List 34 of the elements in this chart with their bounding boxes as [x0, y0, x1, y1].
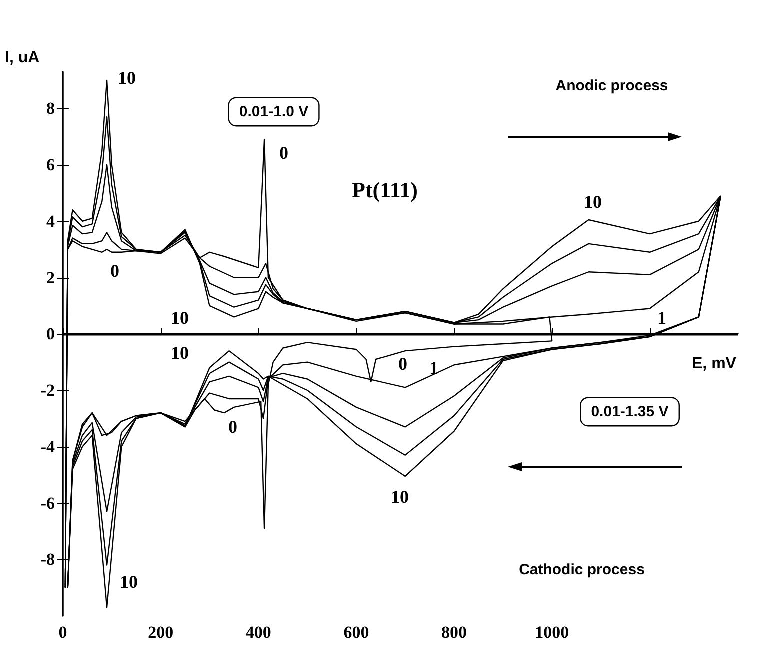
annotation: 1 — [430, 358, 438, 378]
annotation: 0 — [228, 417, 238, 437]
y-tick-label: 4 — [46, 212, 56, 231]
annotation: 10 — [391, 487, 409, 507]
annotation: 10 — [171, 343, 189, 363]
y-tick-label: -8 — [40, 550, 55, 570]
y-tick-label: 6 — [46, 156, 55, 175]
y-tick-label: -4 — [40, 437, 56, 456]
annotation: 0.01-1.35 V — [591, 404, 669, 420]
x-tick-label: 0 — [58, 623, 68, 642]
annotation: Pt(111) — [352, 178, 418, 202]
y-tick-label: 8 — [46, 99, 55, 118]
annotation: 0 — [110, 261, 120, 281]
x-tick-label: 600 — [344, 623, 370, 642]
annotation: 10 — [584, 192, 602, 212]
x-axis-title: E, mV — [692, 356, 737, 373]
x-tick-label: 200 — [148, 623, 174, 642]
x-tick-label: 1000 — [535, 623, 570, 642]
y-axis-title: I, uA — [5, 50, 40, 66]
annotation: 0 — [280, 143, 288, 163]
x-tick-label: 800 — [442, 623, 468, 642]
annotation: Anodic process — [556, 78, 668, 94]
y-tick-label: -6 — [40, 494, 55, 513]
annotation: 1 — [658, 308, 666, 328]
annotation: 0 — [398, 354, 408, 374]
annotation: 10 — [118, 68, 136, 88]
annotation: 10 — [120, 572, 138, 592]
annotation: Cathodic process — [519, 562, 645, 578]
x-tick-label: 400 — [246, 623, 272, 642]
y-tick-label: -2 — [40, 381, 55, 400]
annotation: 10 — [171, 308, 189, 328]
annotation: 0.01-1.0 V — [239, 104, 309, 120]
y-tick-label: 2 — [46, 268, 55, 288]
y-tick-label: 0 — [46, 324, 55, 344]
